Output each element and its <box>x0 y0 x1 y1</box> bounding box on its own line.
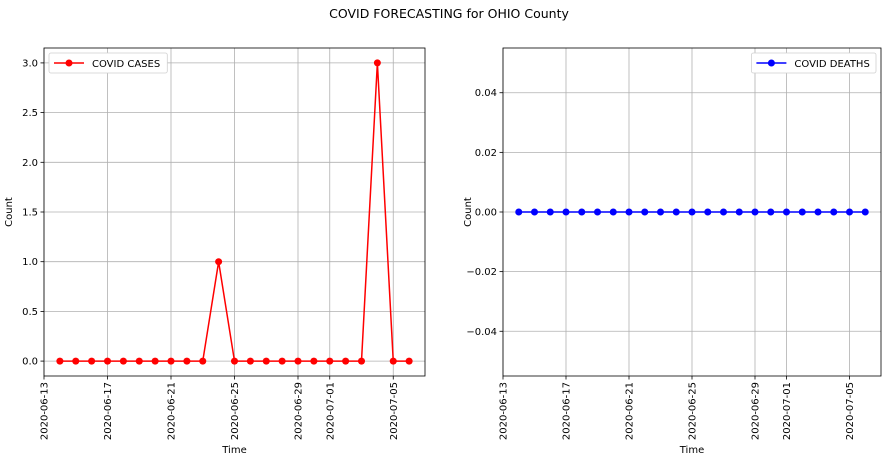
data-point <box>119 357 127 365</box>
data-point <box>310 357 318 365</box>
data-point <box>531 208 538 216</box>
data-point <box>373 59 381 67</box>
y-tick-label: 1.5 <box>22 208 38 219</box>
data-point <box>704 208 712 216</box>
data-point <box>751 208 759 216</box>
data-point <box>405 357 413 365</box>
y-tick-label: 0.5 <box>22 307 38 318</box>
x-tick-label: 2020-06-25 <box>688 382 699 440</box>
x-tick-label: 2020-06-21 <box>167 382 178 440</box>
x-tick-label: 2020-06-29 <box>751 382 762 440</box>
data-point <box>609 208 617 216</box>
data-point <box>546 208 554 216</box>
x-tick-label: 2020-07-05 <box>845 382 856 440</box>
y-axis-label: Count <box>4 197 15 227</box>
y-tick-label: 0.02 <box>475 148 497 159</box>
x-tick-label: 2020-06-13 <box>499 382 510 440</box>
data-point <box>278 357 286 365</box>
data-point <box>135 357 143 365</box>
x-tick-label: 2020-06-13 <box>40 382 51 440</box>
data-point <box>783 208 790 216</box>
data-point <box>231 357 238 365</box>
data-point <box>104 357 111 365</box>
data-point <box>246 357 254 365</box>
data-point <box>767 208 775 216</box>
x-tick-label: 2020-07-01 <box>325 382 336 440</box>
data-point <box>515 208 523 216</box>
data-point <box>151 357 159 365</box>
x-tick-label: 2020-07-01 <box>782 382 793 440</box>
x-axis-label: Time <box>679 445 704 456</box>
legend-marker <box>65 59 73 67</box>
data-point <box>72 357 80 365</box>
legend-label: COVID DEATHS <box>794 59 869 70</box>
data-point <box>199 357 207 365</box>
data-point <box>578 208 586 216</box>
data-point <box>389 357 397 365</box>
x-tick-label: 2020-06-17 <box>562 382 573 440</box>
data-point <box>798 208 806 216</box>
data-point <box>183 357 191 365</box>
data-point <box>641 208 649 216</box>
data-point <box>167 357 175 365</box>
data-point <box>342 357 350 365</box>
data-point <box>326 357 334 365</box>
y-tick-label: 3.0 <box>22 58 38 69</box>
data-point <box>358 357 365 365</box>
x-tick-label: 2020-06-25 <box>230 382 241 440</box>
x-tick-label: 2020-06-21 <box>625 382 636 440</box>
data-point <box>88 357 96 365</box>
y-axis-label: Count <box>463 197 474 227</box>
data-point <box>861 208 869 216</box>
x-axis-label: Time <box>221 445 246 456</box>
data-point <box>294 357 302 365</box>
data-point <box>562 208 570 216</box>
data-point <box>688 208 696 216</box>
legend-box <box>48 52 168 74</box>
data-point <box>720 208 727 216</box>
data-point <box>594 208 601 216</box>
y-tick-label: 1.0 <box>22 257 38 268</box>
y-tick-label: 0.04 <box>475 88 497 99</box>
x-tick-label: 2020-06-17 <box>103 382 114 440</box>
data-point <box>56 357 64 365</box>
legend-box <box>751 52 877 74</box>
deaths-chart: −0.04 −0.02 0.00 0.02 0.04 2020-06-13 2020-06-… <box>463 47 882 456</box>
axes-frame <box>43 47 426 377</box>
legend-label: COVID CASES <box>92 59 160 70</box>
data-point <box>625 208 633 216</box>
figure-title: COVID FORECASTING for OHIO County <box>329 6 569 21</box>
y-tick-label: −0.02 <box>466 267 497 278</box>
data-point <box>830 208 838 216</box>
axes-frame <box>502 47 882 377</box>
data-point <box>657 208 664 216</box>
data-point <box>672 208 680 216</box>
data-point <box>262 357 270 365</box>
x-tick-label: 2020-07-05 <box>389 382 400 440</box>
y-tick-label: 0.0 <box>22 357 38 368</box>
cases-chart: 0.0 0.5 1.0 1.5 2.0 2.5 3.0 2020-06-13 2020-06-1… <box>4 47 426 456</box>
y-tick-label: 2.0 <box>22 158 38 169</box>
y-tick-label: 2.5 <box>22 108 38 119</box>
legend-marker <box>767 59 775 67</box>
data-point <box>735 208 743 216</box>
data-point <box>215 258 223 266</box>
y-tick-label: −0.04 <box>466 327 497 338</box>
y-tick-label: 0.00 <box>475 208 497 219</box>
data-point <box>814 208 822 216</box>
x-tick-label: 2020-06-29 <box>294 382 305 440</box>
data-point <box>846 208 853 216</box>
